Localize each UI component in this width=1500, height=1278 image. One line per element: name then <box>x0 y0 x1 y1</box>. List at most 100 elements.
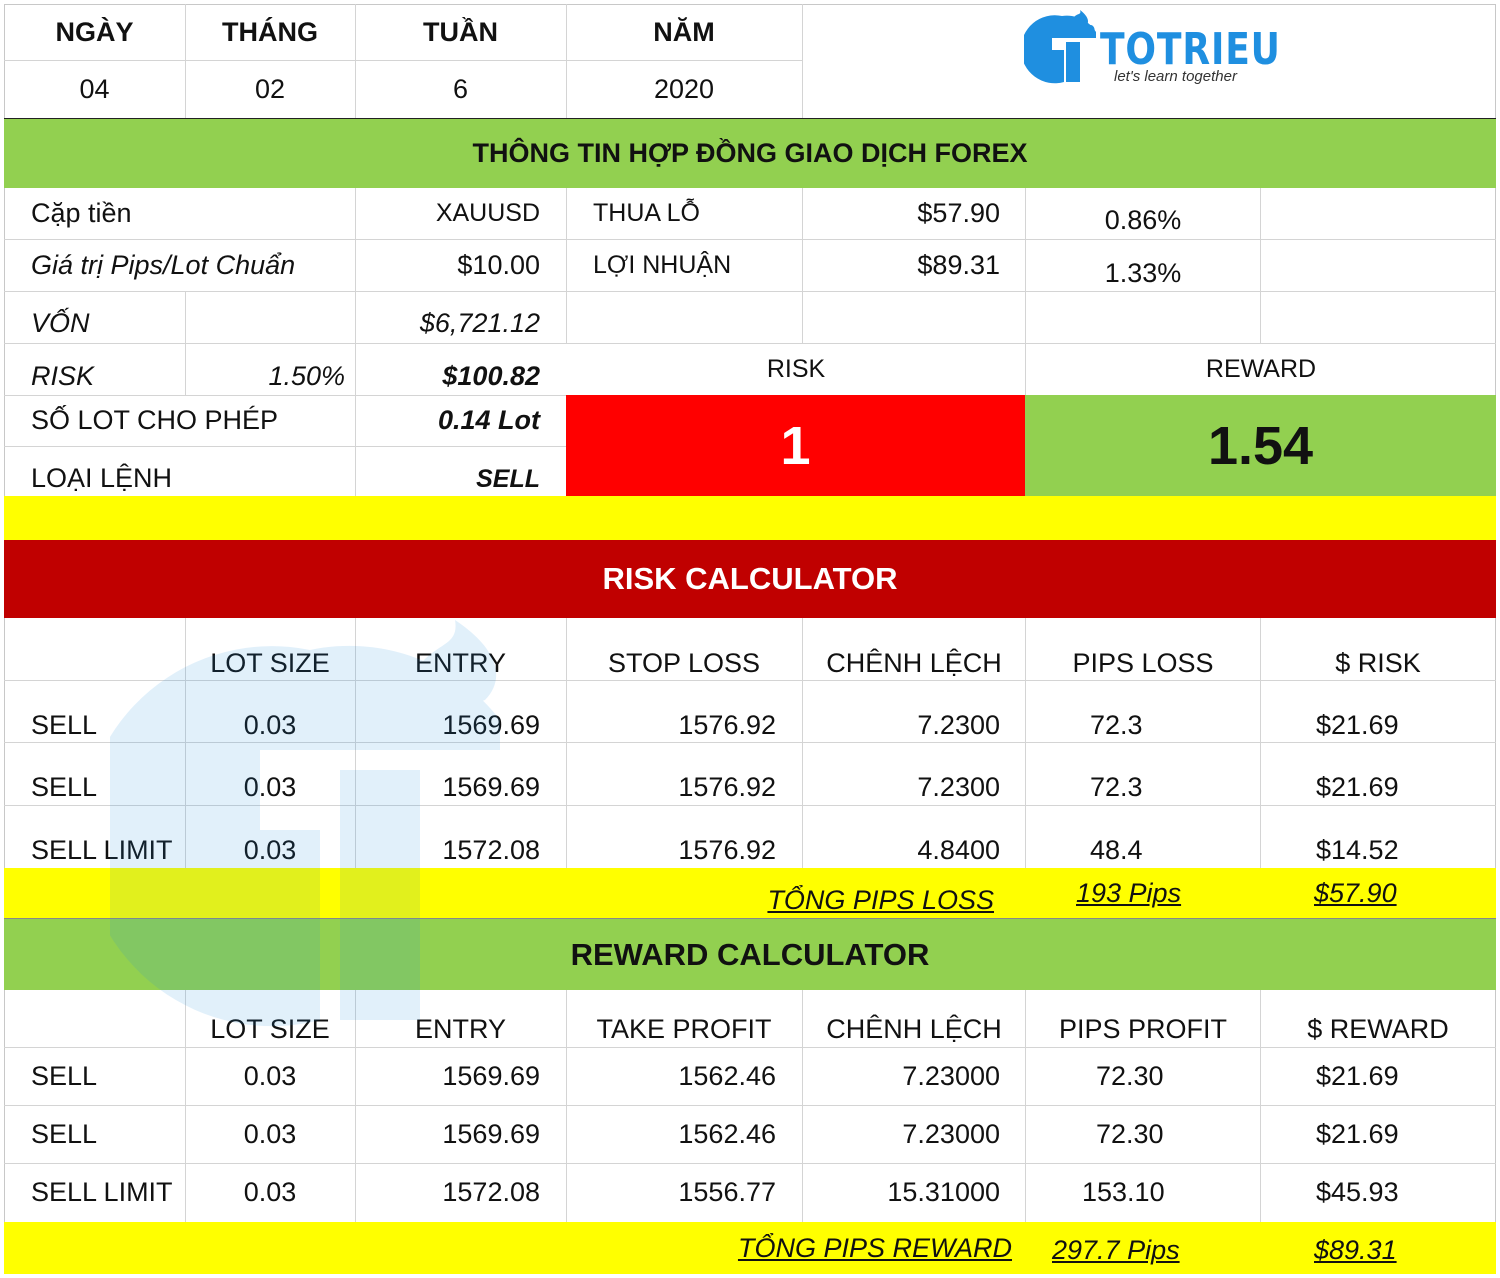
risk_calc-cell-0-3: 1576.92 <box>678 710 776 740</box>
grid-line <box>185 990 186 1222</box>
reward_calc-cell-1-6: $21.69 <box>1316 1118 1399 1149</box>
order-label: LOẠI LỆNH <box>31 462 173 493</box>
grid-line <box>802 990 803 1222</box>
grid-line <box>4 1047 1496 1048</box>
reward_calc-header-3: TAKE PROFIT <box>596 1014 772 1044</box>
risk-calc-title-bar: RISK CALCULATOR <box>4 540 1496 618</box>
grid-line <box>4 1163 1496 1164</box>
capital-row: VỐN $6,721.12 <box>4 291 1496 343</box>
risk_calc-cell-2-1: 0.03 <box>243 835 297 865</box>
profit-value: $89.31 <box>917 249 1000 280</box>
pair-row: Cặp tiền XAUUSD THUA LỖ $57.90 0.86% <box>4 188 1496 239</box>
reward-total-label: TỔNG PIPS REWARD <box>737 1232 1012 1263</box>
risk_calc-header-0 <box>4 618 185 680</box>
grid-line <box>4 742 1496 743</box>
risk-value: $100.82 <box>442 360 540 391</box>
reward_calc-cell-1-0: SELL <box>31 1118 98 1149</box>
risk_calc-cell-0-2: 1569.69 <box>442 710 540 740</box>
risk_calc-cell-2-2: 1572.08 <box>442 835 540 865</box>
day-value: 04 <box>79 73 110 104</box>
grid-line <box>1025 618 1026 868</box>
risk_calc-header-4: CHÊNH LỆCH <box>826 647 1002 678</box>
reward-calc-title-bar: REWARD CALCULATOR <box>4 918 1496 990</box>
risk_calc-cell-2-5: 48.4 <box>1090 835 1143 865</box>
grid-line <box>1260 990 1261 1222</box>
reward_calc-header-row: LOT SIZE ENTRY TAKE PROFIT CHÊNH LỆCH PIPS P… <box>4 990 1496 1047</box>
loss-value: $57.90 <box>917 198 1000 228</box>
risk_calc-header-row: LOT SIZE ENTRY STOP LOSS CHÊNH LỆCH PIPS LOS… <box>4 618 1496 680</box>
capital-label: VỐN <box>31 307 90 338</box>
capital-value: $6,721.12 <box>419 307 540 338</box>
grid-line <box>802 618 803 868</box>
profit-pct: 1.33% <box>1104 257 1182 288</box>
loss-pct: 0.86% <box>1104 205 1182 235</box>
risk-total-row: TỔNG PIPS LOSS 193 Pips $57.90 <box>4 868 1496 918</box>
reward_calc-cell-0-1: 0.03 <box>243 1060 297 1091</box>
risk_calc-cell-0-4: 7.2300 <box>917 710 1000 740</box>
risk_calc-cell-1-6: $21.69 <box>1316 772 1399 802</box>
reward_calc-header-5: PIPS PROFIT <box>1058 1014 1228 1044</box>
contract-title-bar: THÔNG TIN HỢP ĐỒNG GIAO DỊCH FOREX <box>4 118 1496 188</box>
reward_calc-cell-1-1: 0.03 <box>243 1118 297 1149</box>
risk_calc-header-6: $ RISK <box>1335 647 1421 678</box>
risk_calc-header-1: LOT SIZE <box>210 647 330 678</box>
reward_calc-table-row: SELL 0.03 1569.69 1562.46 7.23000 72.30 $21.69 <box>4 1047 1496 1105</box>
grid-line <box>355 618 356 868</box>
risk-label: RISK <box>31 360 95 391</box>
risk_calc-cell-1-1: 0.03 <box>243 772 297 802</box>
reward-total-money: $89.31 <box>1314 1234 1397 1265</box>
loss-label: THUA LỖ <box>593 199 700 227</box>
lot-label: SỐ LOT CHO PHÉP <box>31 405 279 435</box>
rr-reward-label: REWARD <box>1205 354 1317 383</box>
order-row: LOẠI LỆNH SELL <box>4 446 1496 496</box>
week-value: 6 <box>452 73 469 104</box>
year-header: NĂM <box>653 16 715 47</box>
totrieu-logo: TOTRIEU let's learn together <box>1024 10 1280 90</box>
pip-row: Giá trị Pips/Lot Chuẩn $10.00 LỢI NHUẬN … <box>4 239 1496 291</box>
risk-total-label: TỔNG PIPS LOSS <box>767 884 994 915</box>
order-value: SELL <box>476 464 540 493</box>
week-header: TUẦN <box>423 16 498 47</box>
spacer-bar <box>4 496 1496 540</box>
reward_calc-cell-0-3: 1562.46 <box>678 1060 776 1091</box>
rr-reward-value: 1.54 <box>1207 415 1314 476</box>
reward_calc-cell-2-1: 0.03 <box>243 1176 297 1207</box>
risk_calc-cell-2-0: SELL LIMIT <box>31 835 173 865</box>
risk-pct: 1.50% <box>268 360 345 391</box>
reward_calc-table-row: SELL 0.03 1569.69 1562.46 7.23000 72.30 $21.69 <box>4 1105 1496 1163</box>
risk_calc-cell-1-5: 72.3 <box>1090 772 1143 802</box>
date-header-row: NGÀY THÁNG TUẦN NĂM <box>4 4 1496 60</box>
risk_calc-cell-2-3: 1576.92 <box>678 835 776 865</box>
reward_calc-cell-0-6: $21.69 <box>1316 1060 1399 1091</box>
reward_calc-cell-0-5: 72.30 <box>1096 1060 1164 1091</box>
grid-line <box>185 618 186 868</box>
reward_calc-header-2: ENTRY <box>414 1014 507 1044</box>
reward-total-row: TỔNG PIPS REWARD 297.7 Pips $89.31 <box>4 1222 1496 1274</box>
grid-line <box>4 1105 1496 1106</box>
logo-tagline: let's learn together <box>1114 68 1237 85</box>
grid-line <box>1025 990 1026 1222</box>
risk_calc-table-row: SELL LIMIT 0.03 1572.08 1576.92 4.8400 48.4 $1… <box>4 805 1496 868</box>
grid-line <box>1260 618 1261 868</box>
reward_calc-cell-2-6: $45.93 <box>1316 1176 1399 1207</box>
rr-risk-box: 1 <box>566 395 1025 496</box>
risk_calc-header-3: STOP LOSS <box>607 647 761 678</box>
month-header: THÁNG <box>222 16 318 47</box>
pip-label: Giá trị Pips/Lot Chuẩn <box>31 249 296 280</box>
risk_calc-cell-1-0: SELL <box>31 772 98 802</box>
risk-total-pips: 193 Pips <box>1076 877 1182 908</box>
grid-line <box>4 680 1496 681</box>
risk_calc-table-row: SELL 0.03 1569.69 1576.92 7.2300 72.3 $21.69 <box>4 742 1496 805</box>
reward_calc-header-0 <box>4 990 185 1047</box>
reward_calc-cell-2-0: SELL LIMIT <box>31 1176 173 1207</box>
grid-line <box>355 990 356 1222</box>
reward_calc-cell-2-4: 15.31000 <box>887 1176 1000 1207</box>
grid-line <box>566 618 567 868</box>
rr-risk-value: 1 <box>780 415 811 476</box>
month-value: 02 <box>254 73 286 104</box>
risk-total-money: $57.90 <box>1314 877 1397 908</box>
reward_calc-header-1: LOT SIZE <box>210 1014 330 1044</box>
reward_calc-table-row: SELL LIMIT 0.03 1572.08 1556.77 15.31000 153.… <box>4 1163 1496 1221</box>
year-value: 2020 <box>653 73 715 104</box>
day-header: NGÀY <box>55 16 134 47</box>
